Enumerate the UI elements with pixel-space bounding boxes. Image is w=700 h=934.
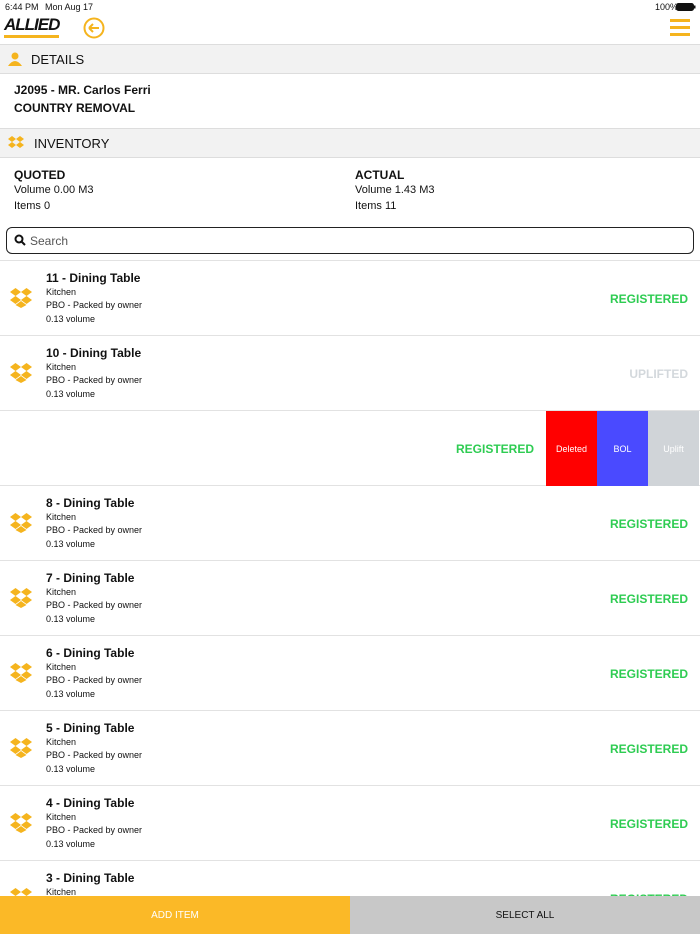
actual-items: Items 11 — [355, 200, 397, 212]
item-room: Kitchen — [46, 287, 77, 297]
inventory-bar: INVENTORY — [0, 128, 700, 158]
item-room: Kitchen — [46, 737, 77, 747]
inventory-heading: INVENTORY — [34, 136, 110, 151]
add-item-button[interactable]: ADD ITEM — [0, 896, 350, 934]
logo: ALLIED — [4, 15, 60, 38]
item-row[interactable]: 4 - Dining Table Kitchen PBO - Packed by o… — [0, 786, 700, 861]
box-icon — [10, 288, 32, 308]
menu-button[interactable] — [670, 18, 690, 36]
item-row[interactable]: 8 - Dining Table Kitchen PBO - Packed by o… — [0, 486, 700, 561]
item-status: REGISTERED — [609, 742, 688, 756]
item-packing: PBO - Packed by owner — [46, 375, 143, 385]
details-heading: DETAILS — [31, 52, 85, 67]
back-button[interactable] — [83, 17, 105, 39]
item-volume: 0.13 volume — [46, 389, 96, 399]
box-icon — [10, 813, 32, 833]
divider — [0, 260, 700, 261]
item-title: 4 - Dining Table — [46, 796, 135, 810]
item-volume: 0.13 volume — [46, 764, 96, 774]
item-volume: 0.13 volume — [46, 689, 96, 699]
item-room: Kitchen — [46, 662, 77, 672]
item-title: 11 - Dining Table — [46, 271, 141, 285]
swipe-action[interactable]: BOL — [597, 411, 648, 486]
person-icon — [8, 52, 22, 66]
status-battery: 100% — [655, 2, 679, 12]
item-title: 7 - Dining Table — [46, 571, 135, 585]
item-room: Kitchen — [46, 362, 77, 372]
item-status: REGISTERED — [609, 292, 688, 306]
search-icon — [14, 234, 26, 246]
item-title: 10 - Dining Table — [46, 346, 142, 360]
select-all-label: SELECT ALL — [495, 909, 555, 921]
select-all-button[interactable]: SELECT ALL — [350, 896, 700, 934]
item-status: UPLIFTED — [629, 367, 688, 381]
item-packing: PBO - Packed by owner — [46, 750, 143, 760]
add-item-label: ADD ITEM — [151, 909, 199, 921]
status-date: Mon Aug 17 — [45, 2, 94, 12]
search-box[interactable]: Search — [6, 227, 694, 254]
item-row[interactable]: REGISTERED Deleted BOL Uplift — [0, 411, 700, 486]
item-volume: 0.13 volume — [46, 314, 96, 324]
item-row[interactable]: 5 - Dining Table Kitchen PBO - Packed by o… — [0, 711, 700, 786]
item-status: REGISTERED — [609, 817, 688, 831]
box-icon — [10, 588, 32, 608]
item-volume: 0.13 volume — [46, 614, 96, 624]
search-placeholder: Search — [30, 234, 69, 248]
item-packing: PBO - Packed by owner — [46, 600, 143, 610]
item-title: 6 - Dining Table — [46, 646, 135, 660]
item-packing: PBO - Packed by owner — [46, 525, 143, 535]
item-packing: PBO - Packed by owner — [46, 825, 143, 835]
quoted-volume: Volume 0.00 M3 — [14, 184, 94, 196]
actual-volume: Volume 1.43 M3 — [355, 184, 435, 196]
item-status: REGISTERED — [609, 517, 688, 531]
details-bar: DETAILS — [0, 44, 700, 74]
job-title: J2095 - MR. Carlos Ferri — [14, 83, 151, 97]
item-row[interactable]: 7 - Dining Table Kitchen PBO - Packed by o… — [0, 561, 700, 636]
item-room: Kitchen — [46, 887, 77, 897]
quoted-items: Items 0 — [14, 200, 51, 212]
item-packing: PBO - Packed by owner — [46, 675, 143, 685]
company: COUNTRY REMOVAL — [14, 101, 136, 115]
item-row[interactable]: 6 - Dining Table Kitchen PBO - Packed by o… — [0, 636, 700, 711]
box-icon — [10, 363, 32, 383]
swipe-action[interactable]: Deleted — [546, 411, 597, 486]
item-status: REGISTERED — [455, 442, 534, 456]
item-room: Kitchen — [46, 587, 77, 597]
item-row[interactable]: 10 - Dining Table Kitchen PBO - Packed by … — [0, 336, 700, 411]
item-packing: PBO - Packed by owner — [46, 300, 143, 310]
box-icon — [8, 136, 24, 148]
box-icon — [10, 513, 32, 533]
item-volume: 0.13 volume — [46, 839, 96, 849]
item-room: Kitchen — [46, 812, 77, 822]
item-title: 5 - Dining Table — [46, 721, 135, 735]
swipe-action[interactable]: Uplift — [648, 411, 699, 486]
item-status: REGISTERED — [609, 592, 688, 606]
battery-icon — [676, 3, 696, 11]
item-room: Kitchen — [46, 512, 77, 522]
item-status: REGISTERED — [609, 667, 688, 681]
item-row[interactable]: 11 - Dining Table Kitchen PBO - Packed by … — [0, 261, 700, 336]
item-title: 3 - Dining Table — [46, 871, 135, 885]
box-icon — [10, 663, 32, 683]
actual-label: ACTUAL — [355, 168, 405, 182]
box-icon — [10, 738, 32, 758]
item-volume: 0.13 volume — [46, 539, 96, 549]
status-time: 6:44 PM — [5, 2, 39, 12]
item-title: 8 - Dining Table — [46, 496, 135, 510]
quoted-label: QUOTED — [14, 168, 66, 182]
